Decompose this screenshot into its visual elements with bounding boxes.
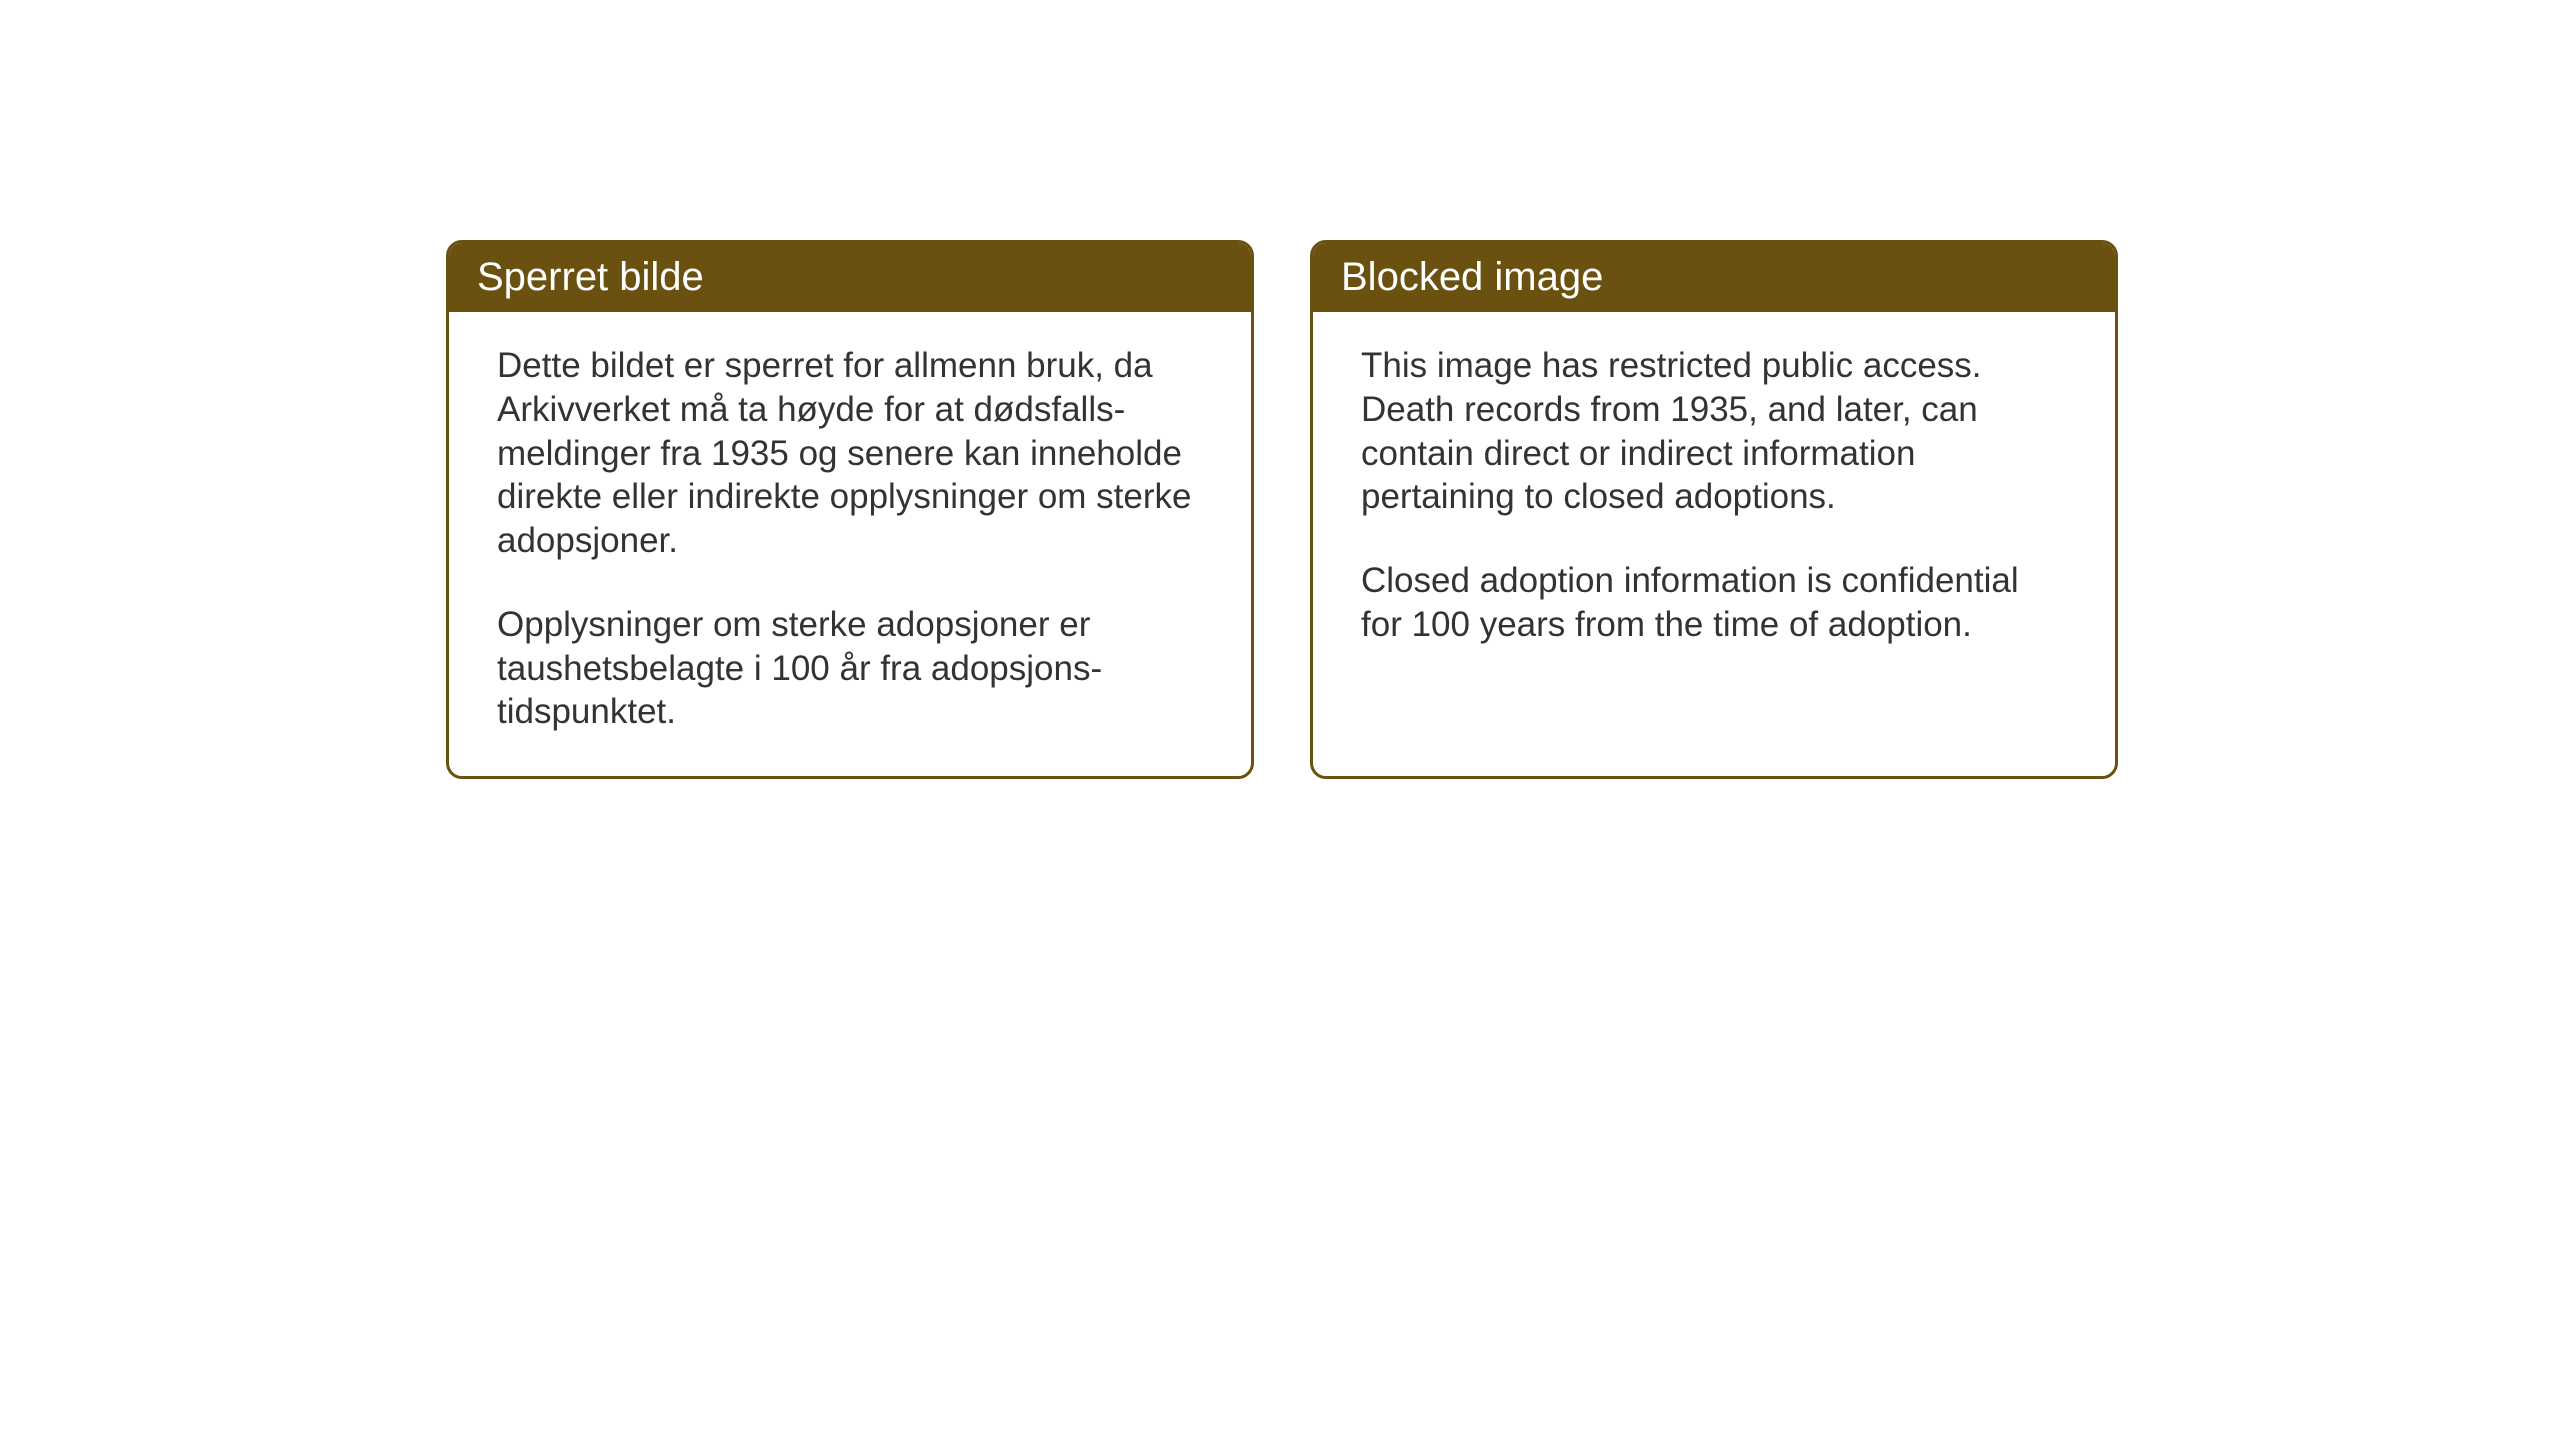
notice-paragraph: Dette bildet er sperret for allmenn bruk… (497, 344, 1203, 563)
notice-box-english: Blocked image This image has restricted … (1310, 240, 2118, 779)
notice-box-norwegian: Sperret bilde Dette bildet er sperret fo… (446, 240, 1254, 779)
notice-body-norwegian: Dette bildet er sperret for allmenn bruk… (449, 312, 1251, 776)
notice-container: Sperret bilde Dette bildet er sperret fo… (446, 240, 2118, 779)
notice-paragraph: This image has restricted public access.… (1361, 344, 2067, 519)
notice-header-english: Blocked image (1313, 243, 2115, 312)
notice-header-norwegian: Sperret bilde (449, 243, 1251, 312)
notice-body-english: This image has restricted public access.… (1313, 312, 2115, 689)
notice-paragraph: Closed adoption information is confident… (1361, 559, 2067, 647)
notice-paragraph: Opplysninger om sterke adopsjoner er tau… (497, 603, 1203, 734)
